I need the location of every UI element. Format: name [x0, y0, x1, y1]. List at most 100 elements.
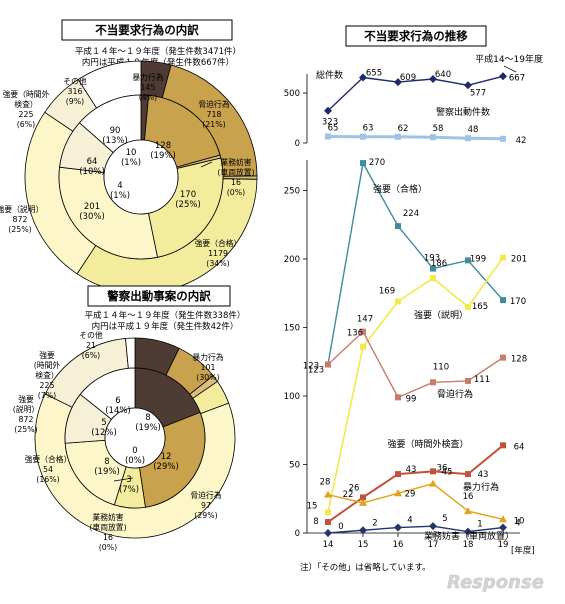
top-y-tick-label-0: 0 [295, 139, 300, 149]
data-label-coercion-18: 111 [474, 375, 490, 385]
data-label-violence-15: 22 [343, 490, 354, 500]
series-point-business-obstruction-14 [324, 529, 332, 537]
data-label-police-dispatch-19: 42 [516, 136, 527, 146]
data-label-coercion-17: 110 [433, 362, 449, 372]
pie2-inner-label-coercion-value: 12 [161, 452, 172, 462]
series-name-forced-pass: 強要（合格） [373, 183, 427, 195]
series-point-violence-14 [324, 490, 332, 498]
data-label-business-obstruction-18: 1 [477, 520, 482, 530]
pie2-inner-label-other-pct: (14%) [105, 406, 131, 416]
pie2-inner-label-coercion-pct: (29%) [153, 462, 179, 472]
series-name-forced-explanation: 強要（説明） [414, 309, 468, 321]
pie2-outer-label-violence-line-2: (30%) [196, 373, 219, 382]
data-label-police-dispatch-16: 62 [398, 124, 409, 134]
series-point-forced-overtime-14 [325, 519, 331, 526]
series-point-violence-15 [359, 498, 367, 506]
pie1-outer-label-forced-explanation-line-0: 強要（説明） [0, 204, 43, 214]
data-label-coercion-16: 99 [406, 394, 417, 404]
series-point-business-obstruction-17 [429, 522, 437, 531]
pie1-inner-label-violence-value: 10 [126, 148, 137, 158]
pie2-outer-label-forced-overtime-line-1: (時間外 [34, 360, 61, 370]
pie1-inner-label-business-obstruction-pct: (1%) [110, 191, 130, 201]
series-name-coercion: 脅迫行為 [437, 388, 473, 400]
pie1-outer-label-forced-pass-line-2: (34%) [206, 259, 229, 268]
data-label-total-17: 640 [435, 70, 451, 80]
pie2-title-box [87, 285, 231, 307]
series-point-forced-overtime-15 [360, 494, 366, 501]
pie2-leader-line [113, 477, 134, 482]
data-label-forced-overtime-18: 43 [478, 470, 489, 480]
pie1-outer-label-coercion-line-1: 718 [207, 110, 222, 119]
watermark-logo: Response [447, 572, 544, 593]
series-point-violence-18 [464, 507, 472, 515]
pie2-outer-label-business-obstruction-line-0: 業務妨害 [92, 512, 123, 522]
data-label-business-obstruction-17: 5 [442, 514, 447, 524]
series-name-forced-overtime: 強要（時間外検査） [387, 438, 468, 450]
data-label-total-15: 655 [366, 69, 382, 79]
x-tick-label-16: 16 [393, 540, 404, 550]
series-point-forced-explanation-17 [430, 275, 436, 282]
pie2-outer-label-business-obstruction-line-3: (0%) [99, 543, 117, 552]
data-label-forced-pass-17: 193 [424, 254, 440, 264]
pie2-inner-label-forced-overtime-value: 5 [101, 418, 106, 428]
pie1-outer-label-violence-line-0: 暴力行為 [132, 72, 163, 82]
pie-chart-police-dispatch-breakdown: 警察出動事案の内訳 平成１４年～１９年度（発生件数338件） 内円は平成１９年度… [13, 285, 246, 552]
pie-chart-unfair-demands-breakdown: 不当要求行為の内訳 平成１４年～１９年度（発生件数3471件） 内円は平成１９年… [0, 19, 258, 294]
line-title-box [345, 25, 487, 47]
pie2-subtitle-1: 平成１４年～１９年度（発生件数338件） [85, 310, 246, 321]
pie2-outer-label-forced-pass-line-0: 強要（合格） [25, 454, 72, 464]
series-point-police-dispatch-15 [360, 133, 366, 140]
data-label-total-16: 609 [400, 73, 416, 83]
data-label-forced-explanation-15: 136 [347, 329, 363, 339]
series-point-forced-explanation-15 [360, 343, 366, 350]
footnote: 注）「その他」は省略しています。 [300, 562, 431, 573]
series-point-forced-explanation-16 [395, 298, 401, 305]
series-point-coercion-18 [465, 377, 471, 384]
series-point-total-16 [394, 78, 402, 87]
pie2-inner-label-forced-overtime-pct: (12%) [91, 428, 117, 438]
data-label-forced-overtime-19: 64 [514, 442, 525, 452]
series-point-police-dispatch-14 [325, 133, 331, 140]
series-point-total-18 [464, 81, 472, 90]
pie2-outer-label-forced-explanation-line-2: 872 [19, 415, 34, 424]
series-point-total-14 [324, 106, 332, 115]
pie1-inner-label-violence-pct: (1%) [121, 158, 141, 168]
pie2-outer-label-other-line-0: その他 [79, 330, 103, 340]
pie2-outer-label-violence-line-0: 暴力行為 [192, 352, 223, 362]
data-label-police-dispatch-15: 63 [363, 124, 374, 134]
x-tick-label-14: 14 [323, 540, 334, 550]
bottom-y-tick-label-250: 250 [284, 187, 300, 197]
pie2-inner-label-other-value: 6 [115, 396, 120, 406]
x-tick-label-15: 15 [358, 540, 369, 550]
data-label-coercion-14: 123 [308, 365, 324, 375]
series-point-forced-pass-16 [395, 223, 401, 230]
series-point-forced-overtime-16 [395, 471, 401, 478]
series-point-violence-17 [429, 479, 437, 487]
series-point-forced-pass-18 [465, 257, 471, 264]
pie1-title: 不当要求行為の内訳 [95, 23, 199, 37]
series-point-business-obstruction-16 [394, 523, 402, 532]
pie2-subtitle-2: 内円は平成１９年度（発生件数42件） [92, 321, 239, 332]
x-tick-label-19: 19 [498, 540, 509, 550]
series-name-violence: 暴力行為 [463, 481, 499, 493]
bottom-y-tick-label-50: 50 [289, 461, 300, 471]
series-line-business-obstruction [327, 525, 504, 534]
data-label-coercion-19: 128 [511, 355, 527, 365]
data-label-violence-18: 16 [463, 492, 474, 502]
pie1-inner-label-forced-overtime-pct: (10%) [79, 167, 105, 177]
data-label-forced-explanation-19: 201 [511, 255, 527, 265]
pie1-outer-label-forced-pass-line-1: 1179 [208, 249, 228, 258]
series-point-business-obstruction-19 [499, 523, 507, 532]
pie1-inner-label-forced-overtime-value: 64 [87, 157, 98, 167]
pie1-subtitle-1: 平成１４年～１９年度（発生件数3471件） [75, 46, 241, 57]
pie1-outer-label-violence-line-1: 145 [141, 83, 156, 92]
pie2-outer-label-forced-overtime-line-0: 強要 [39, 350, 55, 360]
watermark-text: Response [447, 572, 544, 593]
data-label-business-obstruction-16: 4 [407, 516, 412, 526]
series-name-total: 総件数 [316, 69, 343, 81]
pie1-inner-label-forced-pass-pct: (25%) [175, 200, 201, 210]
series-point-coercion-15 [360, 328, 366, 335]
pie1-leader-line [200, 161, 213, 168]
data-label-violence-14: 28 [320, 478, 331, 488]
